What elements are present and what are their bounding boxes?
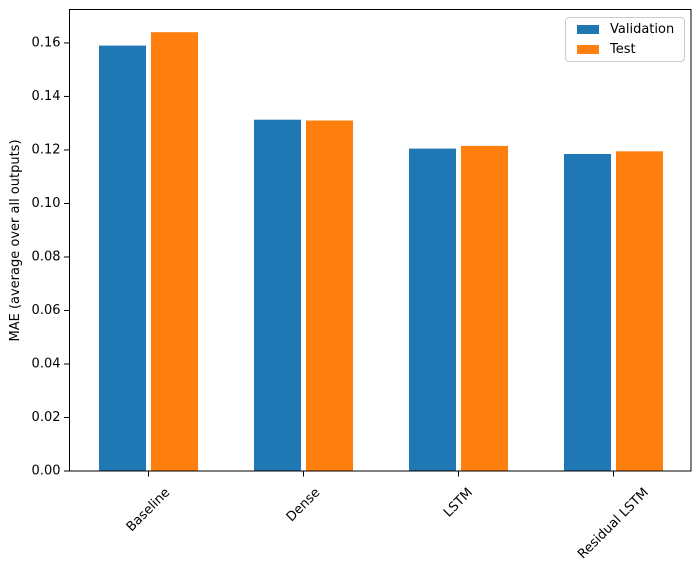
y-tick-label-0.00: 0.00 — [32, 464, 61, 479]
legend-swatch-validation-icon — [577, 25, 599, 34]
legend: Validation Test — [565, 17, 685, 62]
bar-test-baseline — [151, 32, 198, 471]
y-tick-label-0.08: 0.08 — [32, 249, 61, 264]
axes-frame — [69, 9, 692, 472]
legend-swatch-test-icon — [577, 45, 599, 54]
y-tick-label-0.14: 0.14 — [32, 89, 61, 104]
bar-test-lstm — [461, 145, 508, 471]
y-tick-label-0.16: 0.16 — [32, 35, 61, 50]
y-tick-label-0.10: 0.10 — [32, 196, 61, 211]
x-axis-ticks: Baseline Dense LSTM Residual LSTM — [124, 471, 652, 562]
y-axis-ticks: 0.00 0.02 0.04 0.06 0.08 0.10 0.12 0.14 0.16 — [32, 35, 70, 479]
bar-validation-lstm — [409, 148, 456, 471]
bar-validation-baseline — [99, 45, 146, 471]
x-tick-label-lstm: LSTM — [441, 485, 476, 520]
bar-validation-dense — [254, 119, 301, 471]
y-tick-label-0.12: 0.12 — [32, 142, 61, 157]
legend-label-validation: Validation — [610, 22, 675, 37]
legend-item-validation: Validation — [577, 23, 684, 36]
y-axis-label: MAE (average over all outputs) — [8, 139, 23, 341]
y-tick-label-0.02: 0.02 — [32, 410, 61, 425]
y-tick-label-0.06: 0.06 — [32, 303, 61, 318]
y-tick-label-0.04: 0.04 — [32, 356, 61, 371]
x-tick-label-dense: Dense — [284, 485, 324, 525]
bars-layer — [99, 32, 663, 472]
bar-test-dense — [306, 120, 353, 471]
legend-label-test: Test — [610, 42, 636, 57]
x-tick-label-residual-lstm: Residual LSTM — [575, 485, 652, 562]
legend-item-test: Test — [577, 43, 684, 56]
x-tick-label-baseline: Baseline — [124, 485, 174, 535]
bar-test-residual-lstm — [616, 151, 663, 472]
bar-validation-residual-lstm — [564, 154, 611, 471]
